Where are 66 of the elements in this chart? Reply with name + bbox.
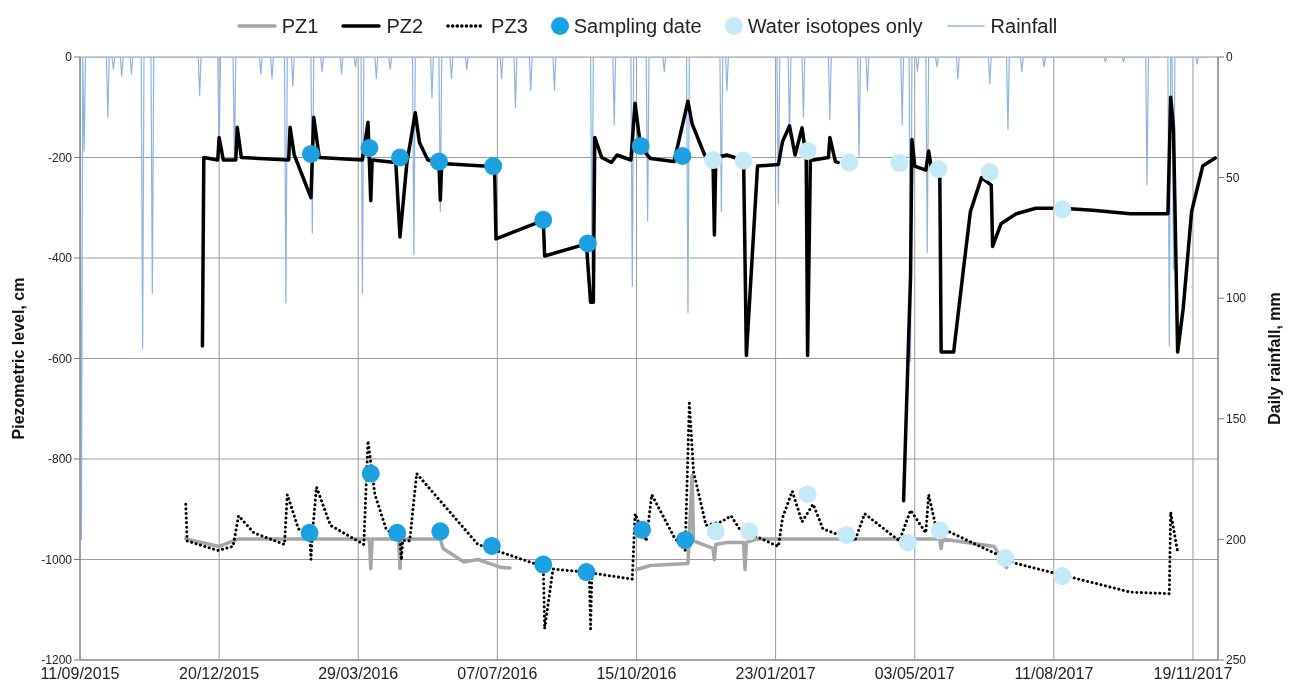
y2-tick-label: 50 [1226,170,1240,185]
legend-label: PZ1 [281,14,319,38]
point [388,523,407,542]
x-tick-label: 19/11/2017 [1153,665,1233,683]
point [840,153,859,172]
y-axis-title: Piezometric level, cm [9,277,27,440]
point [360,138,379,157]
x-tick-label: 11/09/2015 [40,665,120,683]
x-tick-label: 15/10/2016 [596,665,677,683]
point [301,144,320,163]
y2-tick-label: 0 [1226,50,1233,65]
point [534,555,553,574]
point [898,533,917,552]
point [929,160,948,179]
point [361,464,380,483]
point [930,521,949,540]
point [390,148,409,167]
line-series [80,57,1211,540]
point [578,234,597,253]
point [577,563,596,582]
point [676,530,695,549]
point [482,536,501,555]
x-tick-label: 23/01/2017 [735,665,816,683]
legend-label: Rainfall [990,14,1058,38]
point [798,141,817,160]
point [706,522,725,541]
point [740,522,759,541]
point [996,548,1015,567]
y2-tick-label: 100 [1226,291,1247,306]
y-tick-label: -800 [47,452,73,467]
point [484,157,503,176]
point [1053,200,1072,219]
point [431,522,450,541]
legend-label: PZ3 [491,14,528,38]
y-tick-label: -1200 [41,653,73,668]
y-tick-label: -200 [47,150,73,165]
point [534,210,553,229]
legend-label: Sampling date [573,14,702,38]
y-tick-label: -600 [47,351,73,366]
point [734,151,753,170]
y2-tick-label: 250 [1226,653,1247,668]
point [673,146,692,165]
point [429,152,448,171]
legend-label: PZ2 [386,14,424,38]
y-tick-label: -1000 [41,552,73,567]
point [704,151,722,170]
point [1053,567,1072,586]
point [837,525,856,544]
point [631,136,650,155]
y2-tick-label: 150 [1226,412,1247,427]
line-series [184,401,1180,631]
point [980,163,999,182]
y2-axis-title: Daily rainfall, mm [1265,292,1283,425]
x-tick-label: 20/12/2015 [179,665,260,683]
x-tick-label: 03/05/2017 [874,665,955,683]
y-tick-label: 0 [65,50,73,65]
point [300,523,319,542]
y2-tick-label: 200 [1226,532,1247,547]
x-tick-label: 07/07/2016 [457,665,538,683]
x-tick-label: 11/08/2017 [1014,665,1094,683]
legend-label: Water isotopes only [747,14,923,38]
x-tick-label: 29/03/2016 [318,665,399,683]
y-tick-label: -400 [47,251,73,266]
point [633,520,652,539]
point [890,154,909,173]
point [798,485,817,504]
